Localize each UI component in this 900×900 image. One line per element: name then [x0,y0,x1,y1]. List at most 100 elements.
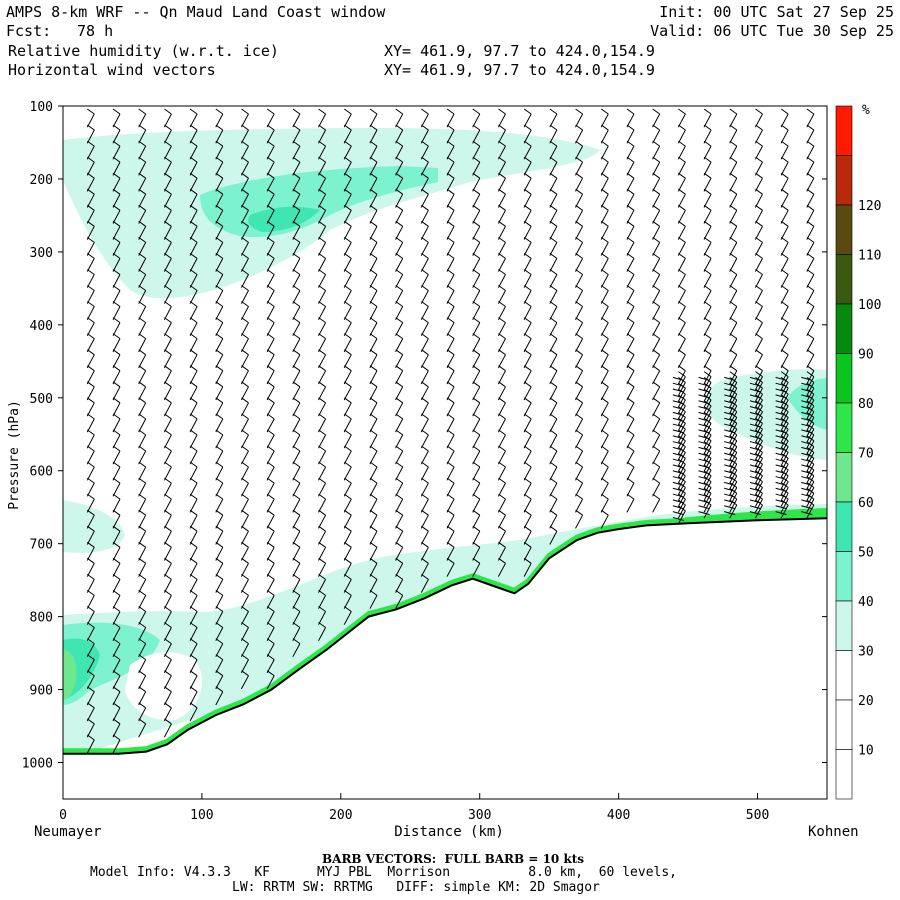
wind-barb [189,579,198,593]
wind-barb [600,514,609,529]
wind-barb [497,498,506,513]
wind-barb [806,399,815,414]
wind-barb [292,177,301,192]
wind-barb-flag [703,411,712,418]
wind-barb-flag [164,381,172,388]
wind-barb-flag [755,188,763,195]
wind-barb-flag [755,441,763,448]
wind-barb [343,402,352,417]
wind-barb [240,563,249,577]
wind-barb-flag [626,317,635,324]
wind-barb [729,306,738,321]
wind-barb-flag [138,638,146,645]
wind-barb [703,428,712,443]
wind-barb [189,595,198,609]
wind-barb [420,322,429,337]
wind-barb [729,382,738,396]
wind-barb [472,386,481,401]
wind-barb-flag [421,429,429,436]
wind-barb-flag [703,252,712,259]
wind-barb-flag [318,252,326,259]
wind-barb-flag [215,638,224,645]
wind-barb-flag [626,188,635,195]
wind-barb [806,161,815,176]
wind-barb-flag [729,317,738,324]
wind-barb-flag [369,140,378,147]
wind-barb-extra [672,516,684,521]
wind-barb-flag [523,397,532,404]
wind-barb-flag [806,317,815,324]
wind-barb [523,129,532,144]
wind-barb-flag [138,622,146,628]
wind-barb [266,563,275,577]
wind-barb [780,226,789,240]
wind-barb-flag [215,525,224,532]
wind-barb-flag [652,317,660,324]
wind-barb-flag [189,557,198,564]
wind-barb [369,482,378,497]
rh-region-mid-right-core [788,378,827,430]
wind-barb [240,466,249,481]
wind-barb-flag [446,108,455,115]
wind-barb-flag [755,376,763,383]
wind-barb-flag [241,252,249,259]
wind-barb-flag [755,452,763,459]
wind-barb [138,659,147,674]
wind-barb [138,290,147,304]
wind-barb [86,129,95,144]
wind-barb-flag [138,204,146,211]
wind-barb [754,322,763,337]
wind-barb-flag [626,429,635,436]
wind-barb [318,498,327,513]
wind-barb [163,402,172,417]
wind-barb-flag [138,269,146,275]
wind-barb-flag [87,349,95,356]
wind-barb [472,129,481,144]
wind-barb [523,177,532,192]
wind-barb [729,161,738,176]
wind-barb-flag [601,445,609,452]
wind-barb [729,475,738,490]
wind-barb [86,434,95,449]
wind-barb [112,258,121,272]
wind-barb-flag [87,252,95,259]
wind-barb [163,466,172,481]
wind-barb [138,402,147,417]
wind-barb-flag [241,317,249,324]
wind-barb [600,113,609,128]
wind-barb [729,177,738,192]
wind-barb [395,370,404,385]
y-tick-label: 100 [30,100,53,115]
wind-barb-flag [344,397,352,404]
wind-barb [138,675,147,690]
wind-barb-flag [780,452,789,459]
rh-region-upper-core-2 [248,206,320,232]
wind-barb [343,322,352,337]
wind-barb-flag [703,172,712,179]
wind-barb-flag [472,269,481,275]
wind-barb [729,452,738,466]
wind-barb [729,411,738,426]
wind-barb-flag [601,509,609,516]
wind-barb-flag [446,188,455,195]
wind-barb [163,226,172,240]
wind-barb [780,290,789,304]
wind-barb [652,386,661,401]
wind-barb-flag [601,413,609,420]
wind-barb-flag [241,108,249,115]
wind-barb-flag [189,493,198,500]
wind-barb-flag [498,557,506,564]
wind-barb [163,129,172,144]
wind-barb-flag [729,435,738,442]
wind-barb [240,386,249,401]
wind-barb [420,338,429,353]
wind-barb-flag [472,509,481,516]
right-station-label: Kohnen [808,824,859,840]
wind-barb-flag [703,417,712,424]
wind-barb [112,659,121,674]
wind-barb-flag [755,124,763,131]
wind-barb-flag [780,108,789,115]
wind-barb-flag [241,493,249,500]
wind-barb-flag [189,333,198,340]
wind-barb [729,393,738,408]
